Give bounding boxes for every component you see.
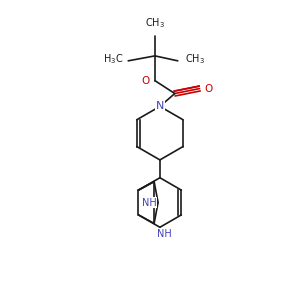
Text: CH$_3$: CH$_3$: [145, 16, 165, 30]
Text: NH: NH: [158, 229, 172, 239]
Text: CH$_3$: CH$_3$: [184, 52, 205, 66]
Text: H$_3$C: H$_3$C: [103, 52, 124, 66]
Text: NH: NH: [142, 197, 157, 208]
Text: O: O: [141, 76, 149, 85]
Text: O: O: [204, 84, 213, 94]
Text: N: N: [156, 101, 164, 111]
